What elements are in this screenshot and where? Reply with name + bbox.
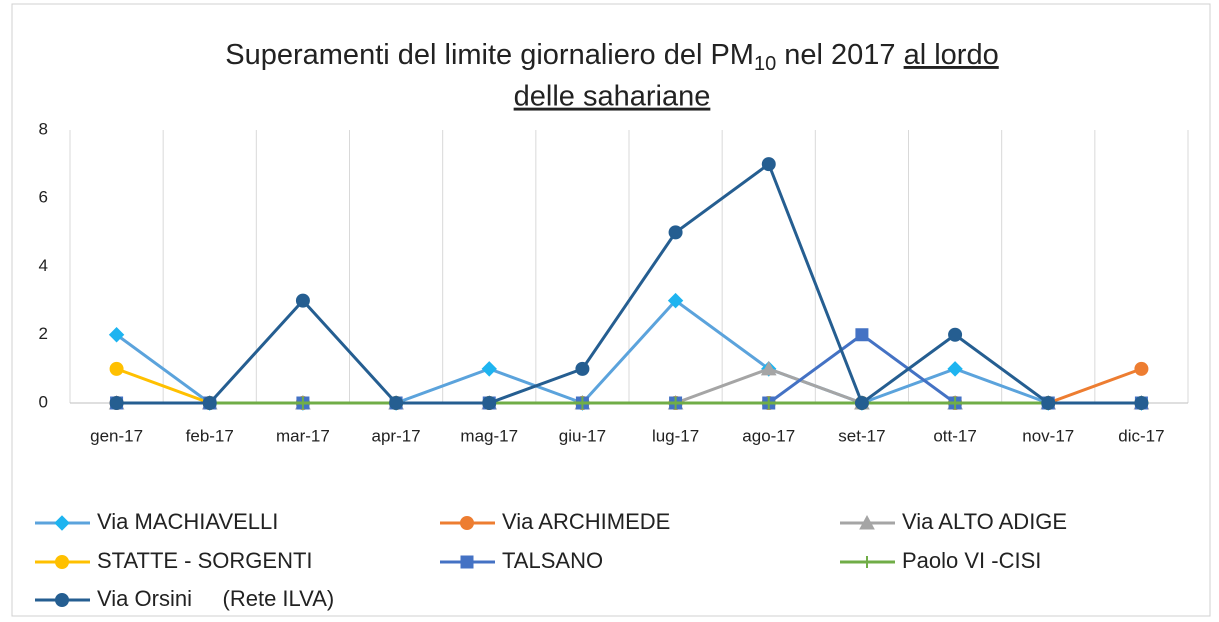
x-tick-label: dic-17 [1118,426,1164,445]
chart-title: Superamenti del limite giornaliero del P… [225,39,998,76]
x-tick-label: lug-17 [652,426,699,445]
marker [760,360,777,376]
marker [389,396,404,410]
y-tick-label: 4 [39,256,48,275]
x-tick-label: ott-17 [933,426,976,445]
marker [55,593,69,607]
marker [295,293,310,308]
marker [575,361,590,376]
marker [482,396,497,410]
marker [109,361,124,376]
x-tick-label: apr-17 [372,426,421,445]
marker [1134,361,1149,376]
x-tick-label: giu-17 [559,426,606,445]
marker [861,556,873,568]
legend-label: Via ALTO ADIGE [902,509,1067,534]
x-tick-label: ago-17 [742,426,795,445]
title-text: nel 2017 [776,39,903,71]
marker [854,396,869,410]
y-tick-label: 0 [39,392,48,411]
marker [576,397,589,409]
chart-title-line2: delle sahariane [514,81,711,113]
marker [947,361,963,377]
chart-border [11,3,1211,617]
x-tick-label: gen-17 [90,426,143,445]
marker [855,328,869,342]
marker [669,397,682,409]
x-tick-label: mar-17 [276,426,330,445]
marker [1134,396,1149,410]
legend-label: Via ARCHIMEDE [502,509,670,534]
series-line [116,161,1142,406]
y-tick-label: 2 [39,324,48,343]
marker [54,515,70,531]
marker [1041,396,1056,410]
legend-label: Via Orsini (Rete ILVA) [97,586,334,611]
x-tick-label: mag-17 [460,426,518,445]
marker [668,225,683,240]
legend-label: TALSANO [502,548,603,573]
y-tick-label: 6 [39,188,48,207]
marker [109,396,124,410]
marker [948,327,963,342]
marker [202,396,217,410]
legend-label: Via MACHIAVELLI [97,509,278,534]
marker [55,555,69,569]
marker [481,361,497,377]
x-tick-label: set-17 [838,426,885,445]
title-subscript: 10 [754,53,776,75]
marker [108,327,125,343]
marker [667,292,684,309]
title-underlined: al lordo [904,39,999,71]
marker [761,157,776,172]
x-tick-label: feb-17 [186,426,234,445]
marker [859,514,875,530]
marker [949,397,962,409]
title-text: Superamenti del limite giornaliero del P… [225,39,754,71]
marker [762,397,775,409]
legend-label: Paolo VI -CISI [902,548,1041,573]
legend-label: STATTE - SORGENTI [97,548,313,573]
y-tick-label: 8 [39,119,48,138]
x-tick-label: nov-17 [1022,426,1074,445]
marker [460,555,474,569]
marker [460,516,474,530]
marker [296,397,309,409]
